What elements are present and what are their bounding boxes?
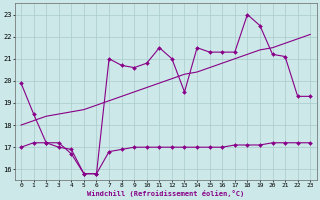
X-axis label: Windchill (Refroidissement éolien,°C): Windchill (Refroidissement éolien,°C) [87,190,244,197]
